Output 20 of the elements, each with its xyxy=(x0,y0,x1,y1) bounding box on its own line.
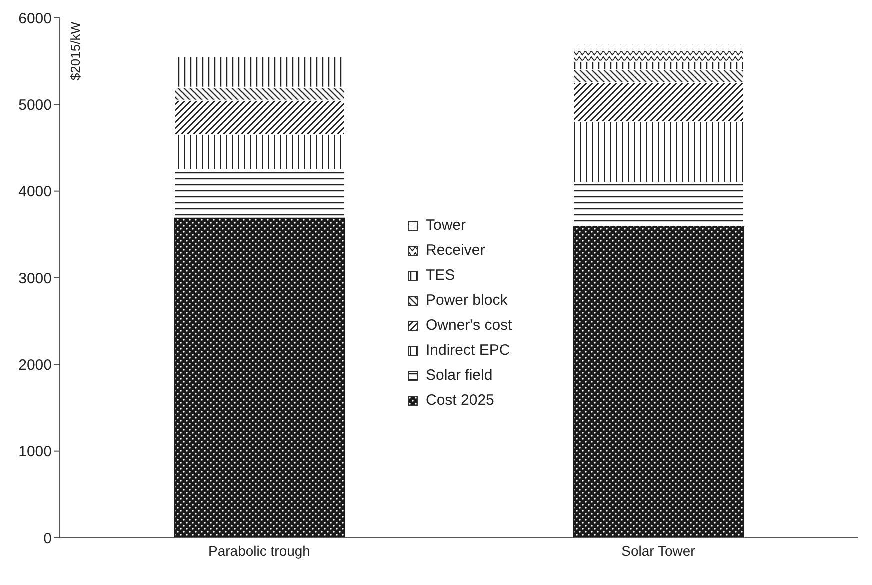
y-tick-label: 6000 xyxy=(18,10,52,28)
y-tick-label: 5000 xyxy=(18,96,52,114)
legend-label: Cost 2025 xyxy=(426,391,494,411)
legend-label: Receiver xyxy=(426,241,486,261)
y-tick-label: 2000 xyxy=(18,356,52,374)
x-tick-label: Parabolic trough xyxy=(208,542,310,559)
bar xyxy=(574,226,744,538)
legend-label: Tower xyxy=(426,216,466,236)
legend-label: Owner's cost xyxy=(426,316,512,336)
y-tick-label: 3000 xyxy=(18,270,52,288)
y-tick-label: 4000 xyxy=(18,184,52,201)
y-tick-label: 0 xyxy=(44,530,52,548)
bar xyxy=(174,216,346,538)
y-axis-title: $2015/kW xyxy=(68,22,83,81)
y-tick-label: 1000 xyxy=(18,444,52,461)
x-tick-label: Solar Tower xyxy=(622,542,696,559)
legend-label: Solar field xyxy=(426,366,493,386)
legend-label: Power block xyxy=(426,291,508,311)
legend-label: Indirect EPC xyxy=(426,341,510,361)
legend-label: TES xyxy=(426,266,456,286)
